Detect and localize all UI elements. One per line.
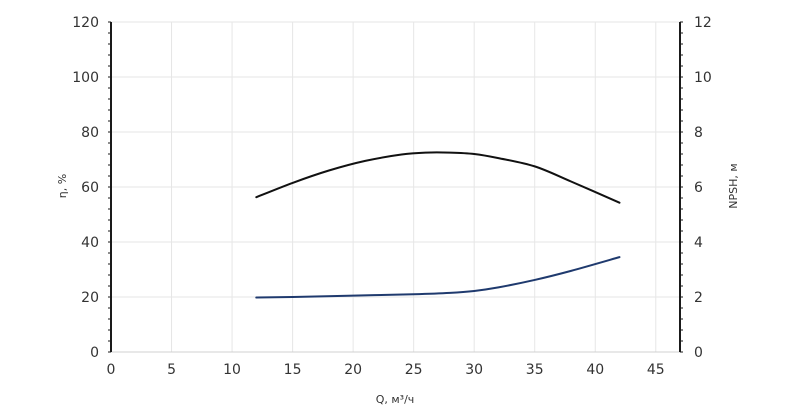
y-left-tick-label: 20: [81, 290, 99, 306]
y-left-tick-label: 80: [81, 125, 99, 141]
x-axis-title: Q, м³/ч: [376, 393, 415, 406]
x-tick-label: 25: [405, 362, 423, 378]
y-right-tick-label: 10: [694, 70, 712, 86]
y-right-tick-label: 6: [694, 180, 703, 196]
x-tick-label: 5: [167, 362, 176, 378]
x-tick-label: 20: [344, 362, 362, 378]
y-right-tick-label: 4: [694, 235, 703, 251]
axis-layer: [108, 21, 683, 353]
x-tick-label: 10: [223, 362, 241, 378]
y-left-tick-label: 100: [72, 70, 99, 86]
x-tick-label: 30: [465, 362, 483, 378]
y-left-tick-label: 40: [81, 235, 99, 251]
grid-layer: [111, 21, 680, 352]
y-right-axis-title: NPSH, м: [727, 163, 740, 208]
y-left-tick-label: 120: [72, 15, 99, 31]
y-left-tick-label: 0: [90, 345, 99, 361]
label-layer: 0 5 10 15 20 25 30 35 40 45 0 20 40 60 80 100 120 0 2 4 6 8 10…: [72, 15, 712, 378]
x-tick-label: 40: [586, 362, 604, 378]
y-right-tick-label: 0: [694, 345, 703, 361]
x-tick-label: 35: [526, 362, 544, 378]
npsh-curve-line: [255, 256, 621, 299]
y-left-tick-label: 60: [81, 180, 99, 196]
efficiency-curve-line: [255, 151, 621, 204]
series-layer: [255, 151, 621, 299]
x-tick-label: 45: [647, 362, 665, 378]
y-left-axis-title: η, %: [56, 174, 69, 198]
y-right-tick-label: 12: [694, 15, 712, 31]
x-tick-label: 15: [284, 362, 302, 378]
y-right-tick-label: 2: [694, 290, 703, 306]
y-right-tick-label: 8: [694, 125, 703, 141]
x-tick-label: 0: [107, 362, 116, 378]
